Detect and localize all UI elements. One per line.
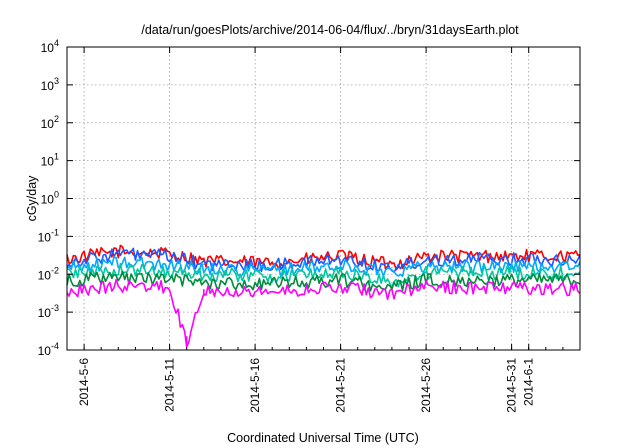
- x-tick-label: 2014-5-26: [419, 358, 433, 413]
- grid: [67, 47, 580, 350]
- y-tick-label: 100: [41, 190, 59, 207]
- y-tick-label: 103: [41, 76, 59, 93]
- y-tick-label: 10-2: [38, 265, 59, 282]
- x-tick-label: 2014-5-31: [505, 358, 519, 413]
- series-line: [66, 278, 581, 348]
- y-tick-label: 10-3: [38, 303, 59, 320]
- chart-title: /data/run/goesPlots/archive/2014-06-04/f…: [141, 23, 519, 37]
- y-tick-label: 10-4: [38, 341, 59, 358]
- y-tick-labels: 10-4 10-3 10-2 10-1 100 101 102 103 104: [38, 38, 59, 358]
- y-tick-label: 101: [41, 152, 59, 169]
- y-tick-label: 104: [41, 38, 59, 55]
- series-layer: [66, 244, 581, 348]
- x-tick-labels: 2014-5-6 2014-5-11 2014-5-16 2014-5-21 2014-…: [77, 358, 536, 413]
- x-axis-label: Coordinated Universal Time (UTC): [227, 431, 419, 445]
- y-axis-label: cGy/day: [25, 175, 39, 222]
- y-tick-label: 10-1: [38, 227, 59, 244]
- x-tick-label: 2014-5-6: [77, 358, 91, 406]
- y-tick-label: 102: [41, 114, 59, 131]
- x-tick-label: 2014-5-16: [248, 358, 262, 413]
- x-tick-label: 2014-5-21: [334, 358, 348, 413]
- axis-ticks: [66, 46, 581, 351]
- x-tick-label: 2014-5-11: [163, 358, 177, 412]
- x-tick-label: 2014-6-1: [522, 358, 536, 406]
